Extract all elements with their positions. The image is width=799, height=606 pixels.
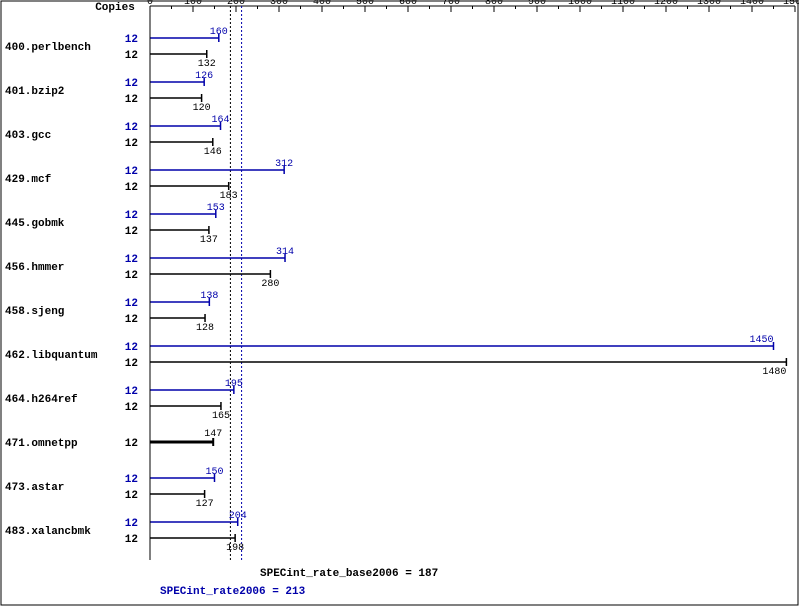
peak-value: 160	[210, 27, 228, 38]
peak-value: 164	[212, 115, 230, 126]
benchmark-name: 458.sjeng	[5, 306, 64, 318]
copies-value-peak: 12	[125, 298, 138, 310]
benchmark-name: 429.mcf	[5, 174, 52, 186]
base-value: 280	[261, 279, 279, 290]
summary-line: SPECint_rate2006 = 213	[160, 586, 306, 598]
copies-value-base: 12	[125, 402, 138, 414]
copies-value-base: 12	[125, 226, 138, 238]
base-value: 137	[200, 235, 218, 246]
x-tick-label: 800	[485, 0, 503, 8]
x-tick-label: 1400	[740, 0, 764, 8]
x-tick-label: 100	[184, 0, 202, 8]
x-tick-label: 1200	[654, 0, 678, 8]
base-value: 183	[220, 191, 238, 202]
copies-value-base: 12	[125, 534, 138, 546]
spec-benchmark-chart: 0100200300400500600700800900100011001200…	[0, 0, 799, 606]
peak-value: 138	[200, 291, 218, 302]
copies-value-peak: 12	[125, 518, 138, 530]
peak-value: 150	[205, 467, 223, 478]
x-tick-label: 1000	[568, 0, 592, 8]
base-value: 127	[196, 499, 214, 510]
peak-value: 314	[276, 247, 294, 258]
copies-value-peak: 12	[125, 474, 138, 486]
copies-value-peak: 12	[125, 386, 138, 398]
copies-value-base: 12	[125, 50, 138, 62]
benchmark-name: 473.astar	[5, 482, 64, 494]
peak-value: 312	[275, 159, 293, 170]
base-value: 128	[196, 323, 214, 334]
x-tick-label: 400	[313, 0, 331, 8]
copies-value-peak: 12	[125, 210, 138, 222]
benchmark-name: 400.perlbench	[5, 42, 91, 54]
benchmark-name: 401.bzip2	[5, 86, 64, 98]
peak-value: 1450	[749, 335, 773, 346]
x-tick-label: 700	[442, 0, 460, 8]
benchmark-name: 456.hmmer	[5, 262, 64, 274]
copies-value: 12	[125, 438, 138, 450]
copies-value-peak: 12	[125, 166, 138, 178]
copies-value-peak: 12	[125, 78, 138, 90]
base-value: 147	[204, 429, 222, 440]
base-value: 165	[212, 411, 230, 422]
chart-border	[1, 1, 798, 605]
copies-value-peak: 12	[125, 122, 138, 134]
peak-value: 126	[195, 71, 213, 82]
copies-value-peak: 12	[125, 342, 138, 354]
summary-line: SPECint_rate_base2006 = 187	[260, 568, 438, 580]
x-tick-label: 500	[356, 0, 374, 8]
base-value: 198	[226, 543, 244, 554]
base-value: 120	[193, 103, 211, 114]
base-value: 1480	[762, 367, 786, 378]
benchmark-name: 445.gobmk	[5, 218, 65, 230]
x-tick-label: 300	[270, 0, 288, 8]
base-value: 146	[204, 147, 222, 158]
benchmark-name: 403.gcc	[5, 130, 51, 142]
benchmark-name: 471.omnetpp	[5, 438, 78, 450]
x-tick-label: 900	[528, 0, 546, 8]
copies-value-base: 12	[125, 138, 138, 150]
copies-value-peak: 12	[125, 254, 138, 266]
x-tick-label: 1100	[611, 0, 635, 8]
copies-value-base: 12	[125, 270, 138, 282]
peak-value: 204	[229, 511, 247, 522]
benchmark-name: 483.xalancbmk	[5, 526, 91, 538]
peak-value: 195	[225, 379, 243, 390]
copies-value-base: 12	[125, 314, 138, 326]
benchmark-name: 462.libquantum	[5, 350, 98, 362]
benchmark-name: 464.h264ref	[5, 394, 78, 406]
x-tick-label: 600	[399, 0, 417, 8]
x-tick-label: 1500	[783, 0, 799, 8]
copies-header: Copies	[95, 2, 135, 14]
peak-value: 153	[207, 203, 225, 214]
copies-value-peak: 12	[125, 34, 138, 46]
base-value: 132	[198, 59, 216, 70]
copies-value-base: 12	[125, 182, 138, 194]
x-tick-label: 200	[227, 0, 245, 8]
copies-value-base: 12	[125, 490, 138, 502]
x-tick-label: 1300	[697, 0, 721, 8]
copies-value-base: 12	[125, 94, 138, 106]
copies-value-base: 12	[125, 358, 138, 370]
